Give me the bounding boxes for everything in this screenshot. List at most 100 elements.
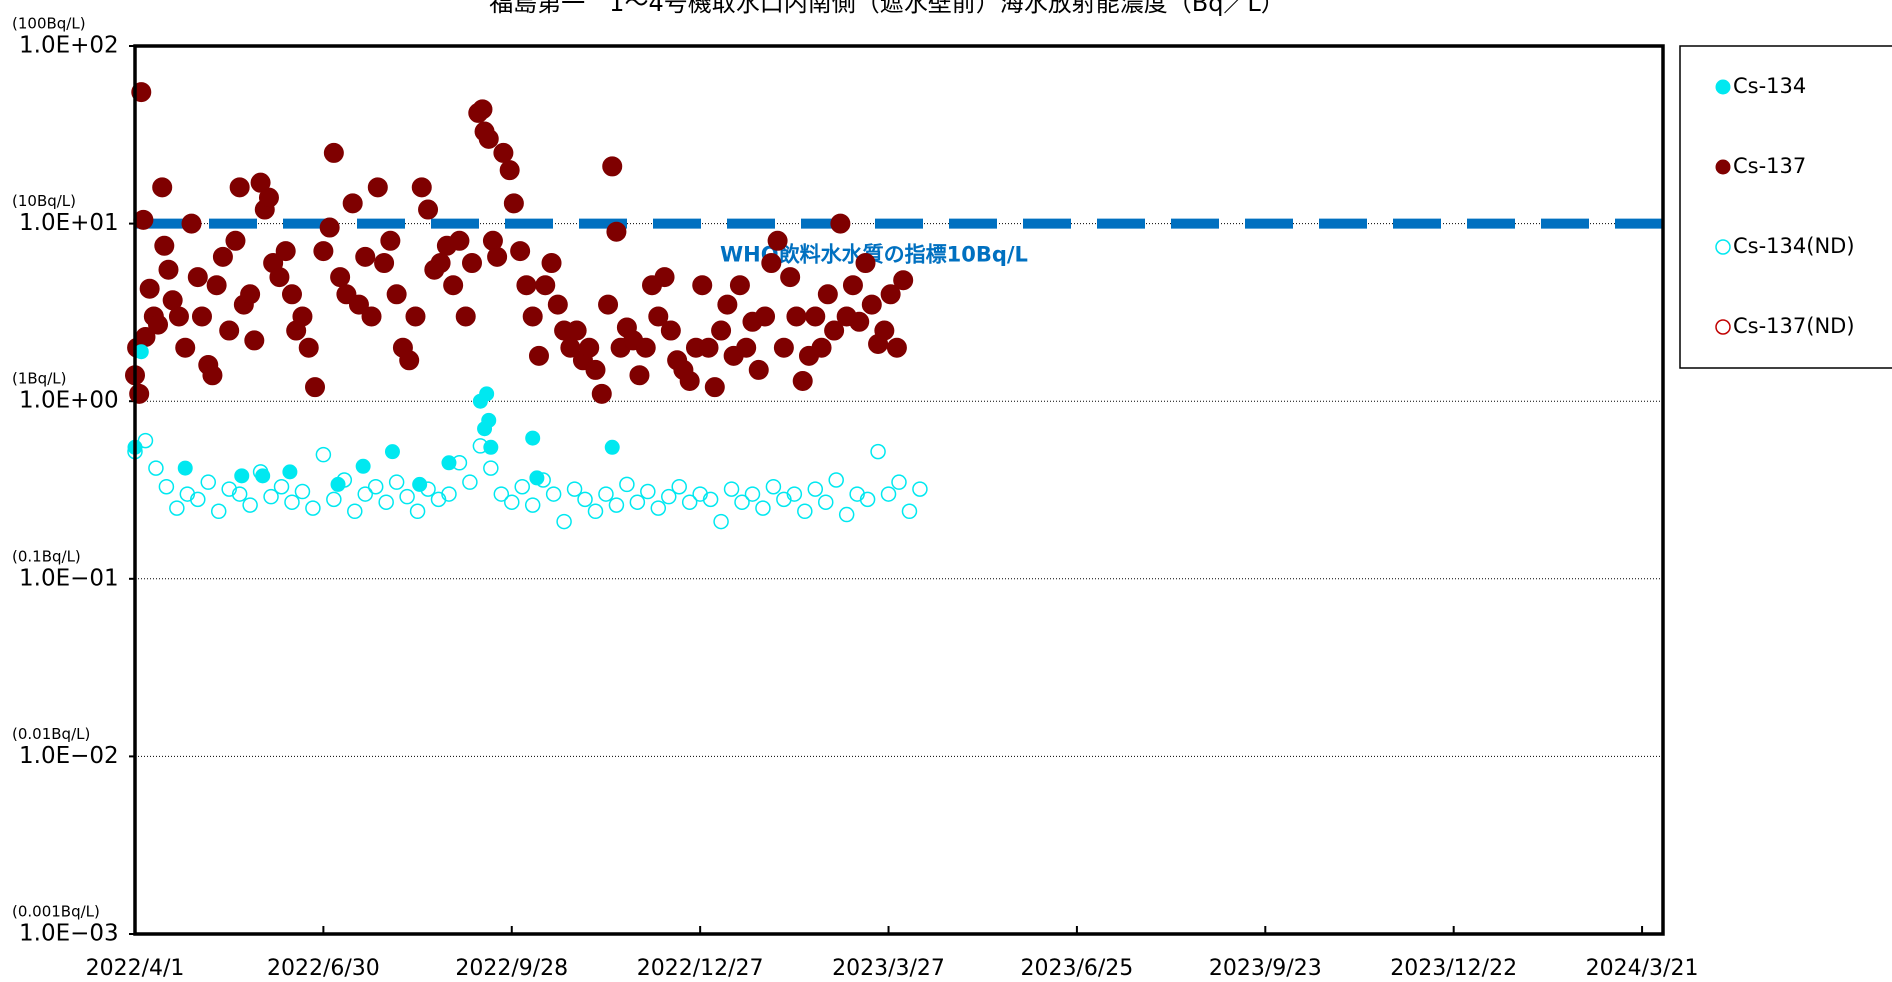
x-tick-label: 2022/9/28 [455,956,568,981]
data-point [361,306,382,327]
data-point [168,306,189,327]
legend-label: Cs-137 [1733,154,1806,178]
data-point [323,142,344,163]
data-point [522,306,543,327]
data-point [221,481,237,497]
data-point [449,230,470,251]
data-point [493,142,514,163]
data-point [648,306,669,327]
data-point [566,481,583,497]
data-point [181,213,202,234]
y-tick-note: (10Bq/L) [12,192,76,210]
data-point [231,486,248,502]
data-point [545,486,562,502]
data-point [355,458,371,474]
data-point [284,494,300,510]
data-point [298,337,319,358]
data-point [481,412,497,428]
data-point [348,294,369,315]
data-point [411,177,432,198]
data-point [524,497,541,513]
data-point [598,294,619,315]
data-point [541,253,562,274]
data-point [529,470,545,486]
legend-label: Cs-134 [1733,74,1806,98]
data-point [294,483,311,500]
legend-marker [1715,239,1731,255]
data-point [786,306,807,327]
data-point [579,337,600,358]
data-point [817,284,838,305]
data-point [250,172,271,193]
data-point [681,494,698,510]
data-point [661,488,677,505]
data-point [842,275,863,296]
x-tick-label: 2024/3/21 [1586,956,1699,981]
x-tick-label: 2023/3/27 [832,956,945,981]
data-point [399,488,415,505]
y-tick-label: 1.0E−01 [19,565,119,591]
data-point [608,497,625,513]
data-point [200,474,217,490]
data-point [717,294,738,315]
data-point [855,253,876,274]
data-point [773,337,794,358]
legend-marker [1715,159,1731,175]
data-point [240,284,261,305]
data-point [859,491,876,508]
data-point [761,253,782,274]
data-point [654,267,675,288]
data-point [229,177,250,198]
data-point [870,443,886,460]
data-point [591,383,612,404]
y-tick-label: 1.0E+00 [19,388,119,414]
data-point [797,503,813,520]
data-point [154,235,175,256]
data-point [602,156,623,177]
data-point [225,230,246,251]
data-point [409,503,426,520]
data-point [734,494,750,510]
data-point [704,377,725,398]
data-point [891,474,907,490]
data-point [342,193,363,214]
data-point [780,267,801,288]
data-point [528,345,549,366]
data-point [139,278,160,299]
data-point [499,160,520,181]
data-point [487,246,508,267]
data-point [305,377,326,398]
data-point [510,241,531,262]
data-point [374,253,395,274]
data-point [441,486,457,502]
data-point [326,491,342,508]
data-point [711,320,732,341]
data-point [347,503,363,520]
data-point [606,221,627,242]
data-point [556,513,572,530]
data-point [547,294,568,315]
data-point [462,474,478,490]
data-point [679,370,700,391]
data-point [191,306,212,327]
data-point [305,500,321,516]
data-point [629,365,650,386]
data-point [566,320,587,341]
data-point [729,275,750,296]
data-point [234,468,250,484]
data-point [441,455,457,471]
data-point [792,370,813,391]
data-point [736,337,757,358]
data-point [137,432,154,449]
y-tick-note: (1Bq/L) [12,370,66,388]
data-point [650,500,667,516]
x-tick-label: 2022/4/1 [86,956,185,981]
data-point [861,294,882,315]
data-point [418,199,439,220]
data-point [755,306,776,327]
data-point [430,253,451,274]
data-point [202,365,223,386]
data-point [838,506,855,523]
data-point [849,311,870,332]
data-point [493,486,510,502]
